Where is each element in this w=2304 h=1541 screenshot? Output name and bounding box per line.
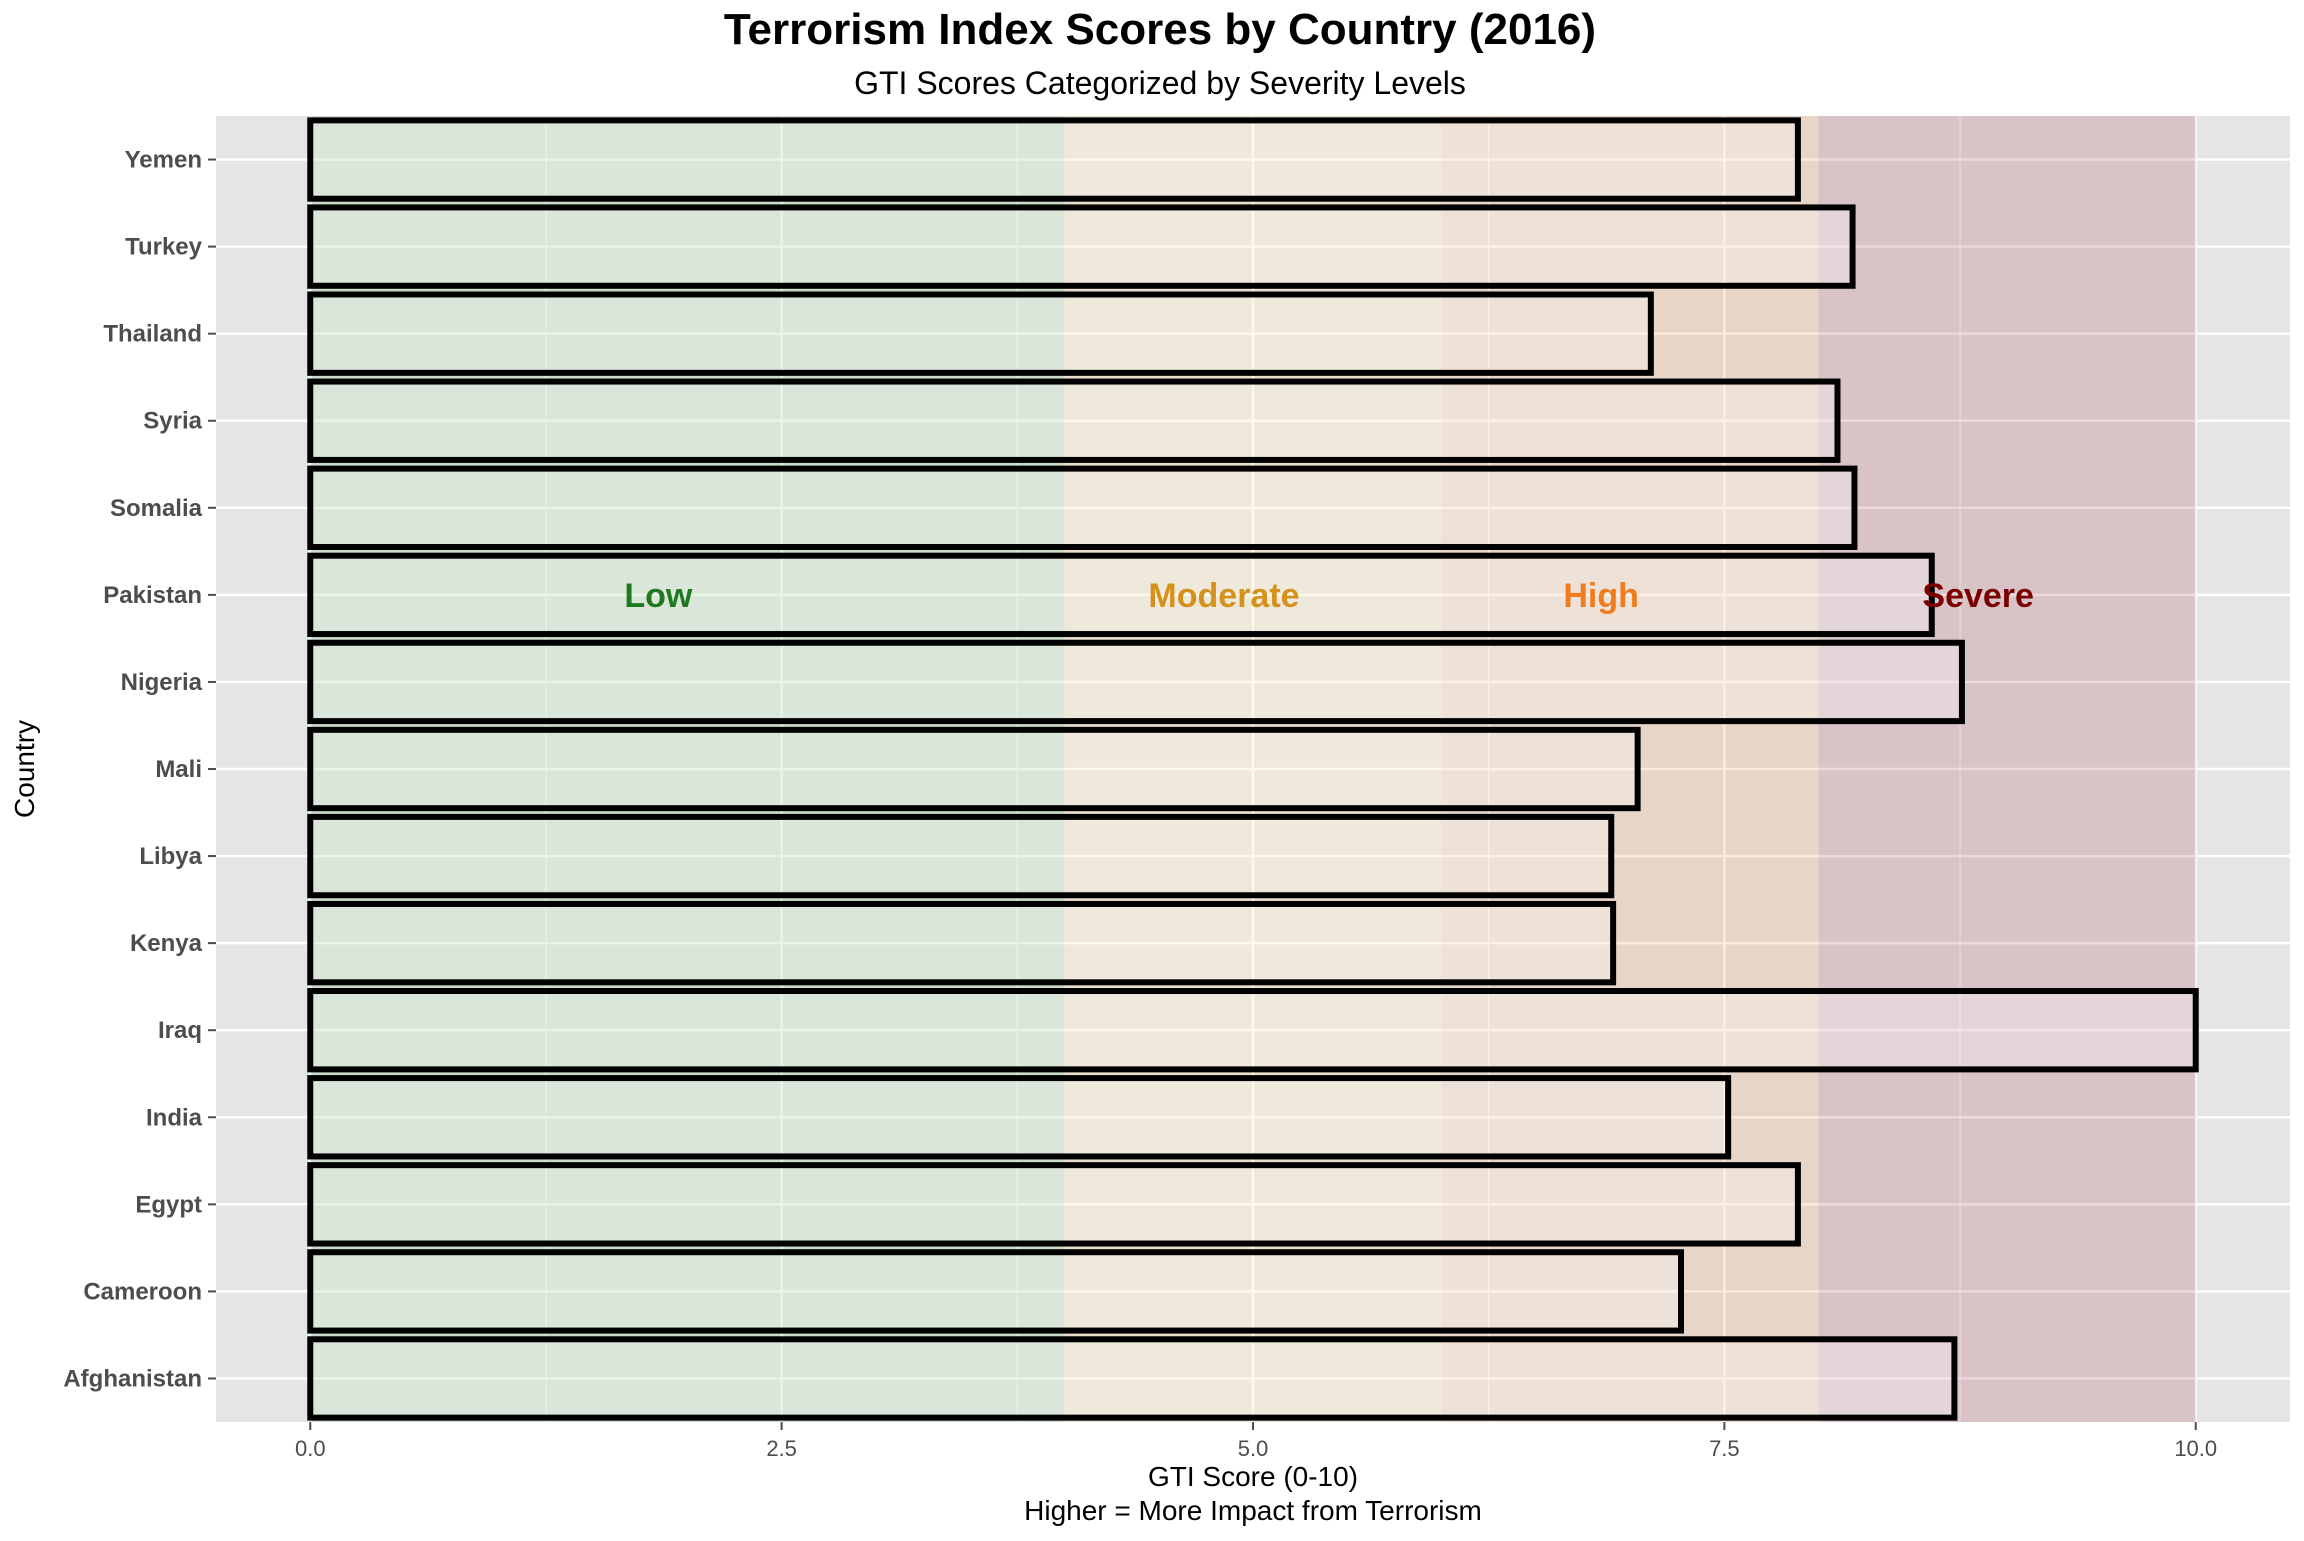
chart-subtitle: GTI Scores Categorized by Severity Level… [854, 65, 1466, 101]
bar-pakistan [307, 552, 1935, 638]
band-label-low: Low [624, 577, 693, 615]
y-tick-label: India [146, 1104, 203, 1131]
band-low [310, 116, 1065, 1422]
bar-libya [307, 813, 1615, 899]
chart-title: Terrorism Index Scores by Country (2016) [724, 5, 1596, 54]
band-high [1441, 116, 1819, 1422]
band-label-moderate: Moderate [1148, 577, 1299, 615]
x-tick-label: 5.0 [1238, 1436, 1269, 1461]
x-tick-label: 10.0 [2174, 1436, 2217, 1461]
y-tick-label: Yemen [125, 147, 202, 174]
x-tick-label: 2.5 [766, 1436, 797, 1461]
bar-mali [307, 726, 1641, 812]
y-axis: Afghanistan Cameroon Egypt India Iraq Kenya Li… [63, 147, 216, 1392]
band-severe [1818, 116, 2196, 1422]
band-label-layer: Low Moderate High Severe [624, 577, 2034, 615]
grid-layer [216, 116, 2290, 1422]
bar-india [307, 1075, 1732, 1160]
y-tick-label: Iraq [158, 1017, 202, 1044]
bar-cameroon [307, 1249, 1684, 1334]
bar-syria [307, 378, 1841, 463]
x-axis: 0.0 2.5 5.0 7.5 10.0 [295, 1422, 2217, 1461]
bar-nigeria [307, 639, 1965, 725]
bar-kenya [307, 900, 1617, 986]
band-moderate [1064, 116, 1442, 1422]
bar-egypt [307, 1162, 1801, 1247]
y-tick-label: Pakistan [103, 582, 202, 609]
y-tick-label: Mali [155, 756, 202, 783]
bar-turkey [307, 204, 1856, 289]
band-label-severe: Severe [1922, 577, 2034, 615]
x-axis-subtitle: Higher = More Impact from Terrorism [1024, 1495, 1482, 1526]
bar-iraq [307, 988, 2199, 1073]
y-tick-label: Afghanistan [63, 1365, 202, 1392]
bar-layer [307, 117, 2199, 1421]
y-tick-label: Somalia [110, 495, 203, 522]
y-tick-label: Thailand [103, 321, 202, 348]
y-axis-title: Country [9, 720, 40, 818]
x-tick-label: 0.0 [295, 1436, 326, 1461]
bar-thailand [307, 291, 1654, 376]
x-axis-title: GTI Score (0-10) [1148, 1461, 1358, 1492]
y-tick-label: Nigeria [121, 669, 203, 696]
bar-afghanistan [307, 1336, 1958, 1421]
y-tick-label: Syria [143, 408, 202, 435]
band-layer [310, 116, 2196, 1422]
y-tick-label: Egypt [135, 1191, 202, 1218]
y-tick-label: Cameroon [83, 1278, 202, 1305]
x-tick-label: 7.5 [1709, 1436, 1740, 1461]
band-label-high: High [1563, 577, 1639, 615]
y-tick-label: Turkey [125, 234, 203, 261]
bar-somalia [307, 465, 1858, 550]
y-tick-label: Kenya [130, 930, 203, 957]
y-tick-label: Libya [139, 843, 202, 870]
bar-yemen [307, 117, 1801, 202]
